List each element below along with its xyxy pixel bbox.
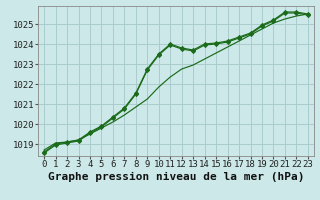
X-axis label: Graphe pression niveau de la mer (hPa): Graphe pression niveau de la mer (hPa) xyxy=(48,172,304,182)
